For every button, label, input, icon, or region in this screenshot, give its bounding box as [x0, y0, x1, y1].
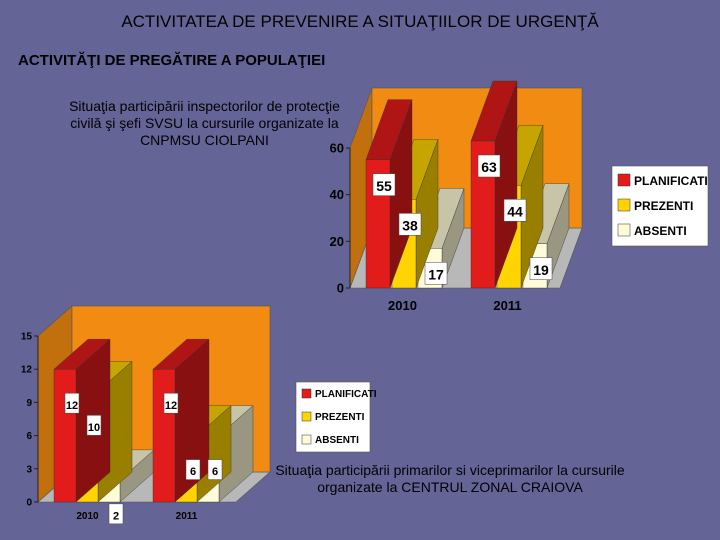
- data-label: 6: [190, 466, 196, 478]
- data-label-box: [503, 199, 527, 222]
- data-label: 38: [402, 217, 418, 233]
- chart1-caption: Situaţia participării inspectorilor de p…: [69, 98, 340, 148]
- data-label-box: [64, 392, 80, 414]
- x-category-label: 2010: [76, 511, 99, 522]
- data-label-box: [108, 503, 124, 525]
- y-tick-label: 15: [21, 332, 33, 343]
- data-label: 10: [88, 422, 100, 434]
- x-category-label: 2010: [388, 298, 417, 313]
- data-label-box: [185, 459, 201, 480]
- legend-entry: ABSENTI: [634, 224, 687, 238]
- legend-entry: PLANIFICATI: [634, 174, 708, 188]
- data-label-box: [372, 173, 396, 196]
- data-label-box: [529, 257, 553, 280]
- legend-entry: ABSENTI: [315, 435, 359, 446]
- y-tick-label: 0: [26, 498, 32, 509]
- data-label-box: [163, 392, 179, 414]
- y-tick-label: 40: [330, 187, 344, 202]
- data-label: 12: [66, 400, 78, 412]
- x-category-label: 2011: [493, 298, 521, 313]
- data-label-box: [477, 154, 501, 178]
- data-label: 2: [113, 510, 119, 522]
- data-label-box: [207, 459, 223, 480]
- data-label-box: [398, 213, 422, 236]
- data-label-box: [86, 415, 102, 436]
- legend-swatch: [617, 198, 631, 212]
- section-subtitle: ACTIVITĂŢI DE PREGĂTIRE A POPULAŢIEI: [18, 52, 326, 69]
- data-label: 19: [533, 262, 549, 278]
- chart2-caption: Situaţia participării primarilor si vice…: [275, 462, 625, 495]
- y-tick-label: 20: [330, 234, 344, 249]
- legend-swatch: [301, 434, 312, 445]
- data-label-box: [424, 262, 448, 285]
- legend-swatch: [617, 223, 631, 237]
- page-title: ACTIVITATEA DE PREVENIRE A SITUAŢIILOR D…: [121, 12, 599, 31]
- legend-swatch: [301, 388, 312, 399]
- bar-planificati-2011: [152, 369, 176, 503]
- data-label: 44: [507, 203, 523, 219]
- y-tick-label: 6: [26, 431, 32, 442]
- y-tick-label: 12: [21, 365, 33, 376]
- x-category-label: 2011: [176, 511, 198, 522]
- y-tick-label: 3: [26, 464, 32, 475]
- y-tick-label: 9: [26, 398, 32, 409]
- data-label: 63: [481, 159, 497, 175]
- data-label: 55: [376, 178, 392, 194]
- legend-swatch: [301, 411, 312, 422]
- data-label: 12: [165, 400, 177, 412]
- y-tick-label: 0: [337, 281, 344, 296]
- data-label: 6: [212, 466, 218, 478]
- legend-entry: PLANIFICATI: [315, 389, 377, 400]
- legend-entry: PREZENTI: [634, 199, 693, 213]
- y-tick-label: 60: [330, 141, 344, 156]
- data-label: 17: [428, 266, 444, 282]
- bar-planificati-2010: [53, 369, 77, 503]
- legend-entry: PREZENTI: [315, 412, 365, 423]
- legend-swatch: [617, 173, 631, 187]
